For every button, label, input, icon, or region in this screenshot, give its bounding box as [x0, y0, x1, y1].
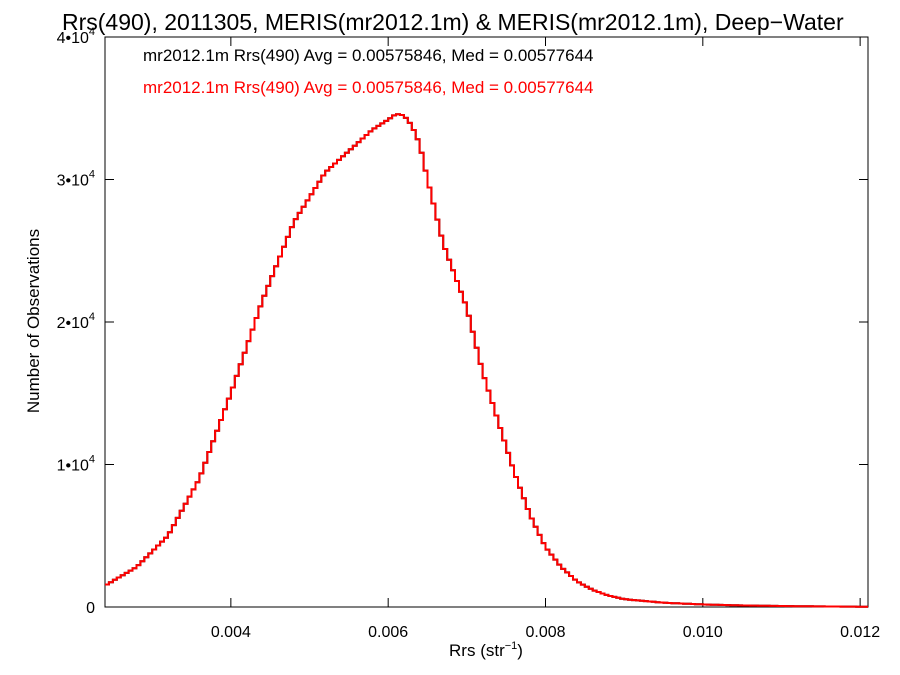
legend-entry-black: mr2012.1m Rrs(490) Avg = 0.00575846, Med… [143, 46, 594, 65]
y-tick-label-base: 3•10 [57, 173, 89, 190]
legend-entry-red: mr2012.1m Rrs(490) Avg = 0.00575846, Med… [143, 78, 594, 97]
y-tick-label-base: 2•10 [57, 315, 89, 332]
x-tick-label: 0.008 [525, 624, 565, 641]
y-tick-label-sup: 4 [89, 311, 95, 323]
y-tick-label: 2•104 [57, 311, 95, 332]
series-line-black [105, 113, 868, 608]
y-tick-label: 0 [86, 600, 95, 617]
y-tick-label-base: 0 [86, 600, 95, 617]
y-tick-label-base: 4•10 [57, 30, 89, 47]
y-tick-label: 4•104 [57, 26, 95, 47]
x-tick-label: 0.006 [368, 624, 408, 641]
y-tick-label-sup: 4 [89, 26, 95, 38]
x-tick-label: 0.004 [211, 624, 251, 641]
y-tick-label-sup: 4 [89, 454, 95, 466]
x-axis: 0.004 0.006 0.008 0.010 0.012 [211, 37, 880, 641]
x-tick-label: 0.012 [840, 624, 880, 641]
y-axis-label: Number of Observations [24, 229, 43, 413]
y-tick-label-base: 1•10 [57, 458, 89, 475]
chart-title: Rrs(490), 2011305, MERIS(mr2012.1m) & ME… [62, 9, 844, 35]
series-line-red [105, 113, 868, 608]
x-axis-label-end: ) [517, 641, 523, 660]
y-tick-label: 1•104 [57, 454, 95, 475]
x-tick-label: 0.010 [683, 624, 723, 641]
x-axis-label-text: Rrs (str [449, 641, 505, 660]
plot-area: 0.004 0.006 0.008 0.010 0.012 01•1042•1043•1… [57, 26, 881, 641]
x-axis-label-sup: −1 [505, 640, 518, 652]
y-tick-label: 3•104 [57, 169, 95, 190]
x-axis-label: Rrs (str−1) [449, 640, 523, 660]
y-tick-label-sup: 4 [89, 169, 95, 181]
plot-frame [104, 36, 869, 608]
